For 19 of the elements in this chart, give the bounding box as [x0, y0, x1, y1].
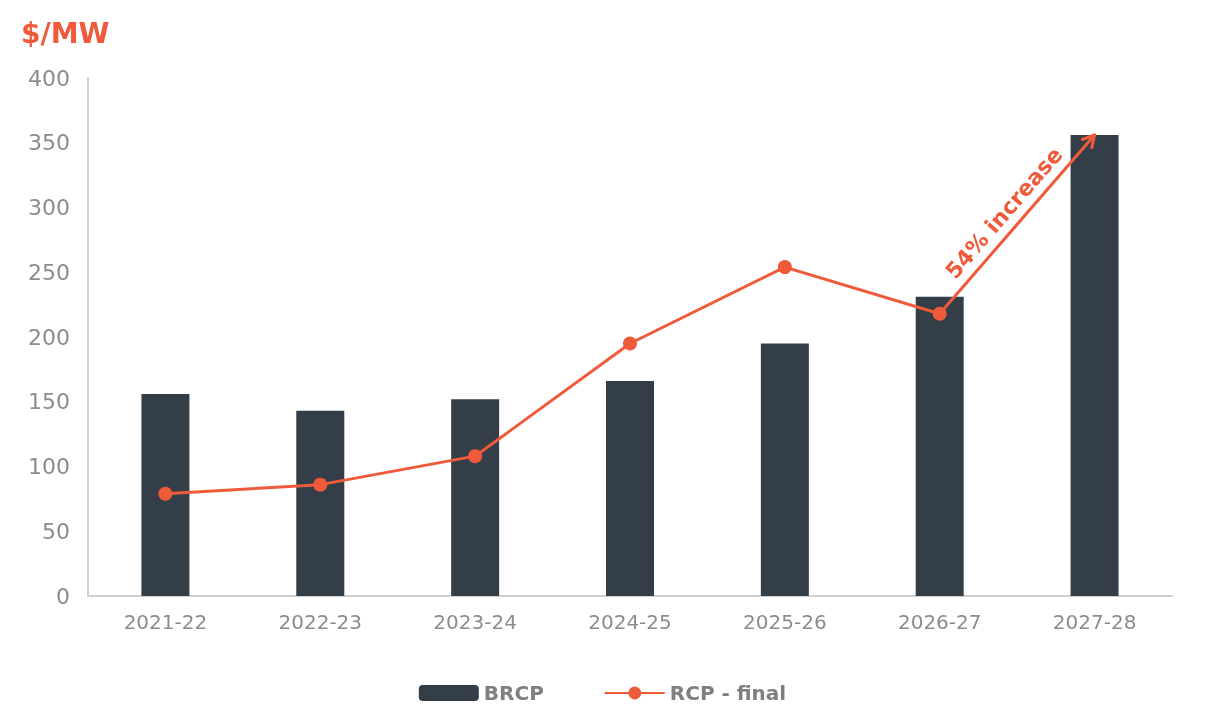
x-tick-label: 2026-27	[897, 610, 982, 634]
y-tick-label: 250	[28, 259, 70, 285]
y-axis-title: $/MW	[21, 16, 110, 50]
x-tick-label: 2023-24	[433, 610, 517, 634]
x-tick-label: 2021-22	[123, 610, 208, 634]
y-tick-label: 400	[28, 65, 70, 91]
legend-label: BRCP	[483, 681, 544, 705]
y-tick-label: 200	[28, 324, 70, 350]
x-tick-label: 2022-23	[278, 610, 363, 634]
y-tick-label: 350	[28, 130, 70, 156]
y-tick-label: 50	[42, 518, 70, 544]
x-tick-label: 2025-26	[743, 610, 827, 634]
x-tick-label: 2027-28	[1052, 610, 1137, 634]
y-tick-label: 150	[28, 389, 70, 415]
legend-label: RCP - final	[669, 681, 787, 705]
y-tick-label: 300	[28, 195, 70, 220]
y-tick-label: 0	[56, 583, 70, 609]
x-tick-label: 2024-25	[588, 610, 672, 634]
y-tick-label: 100	[28, 454, 70, 479]
